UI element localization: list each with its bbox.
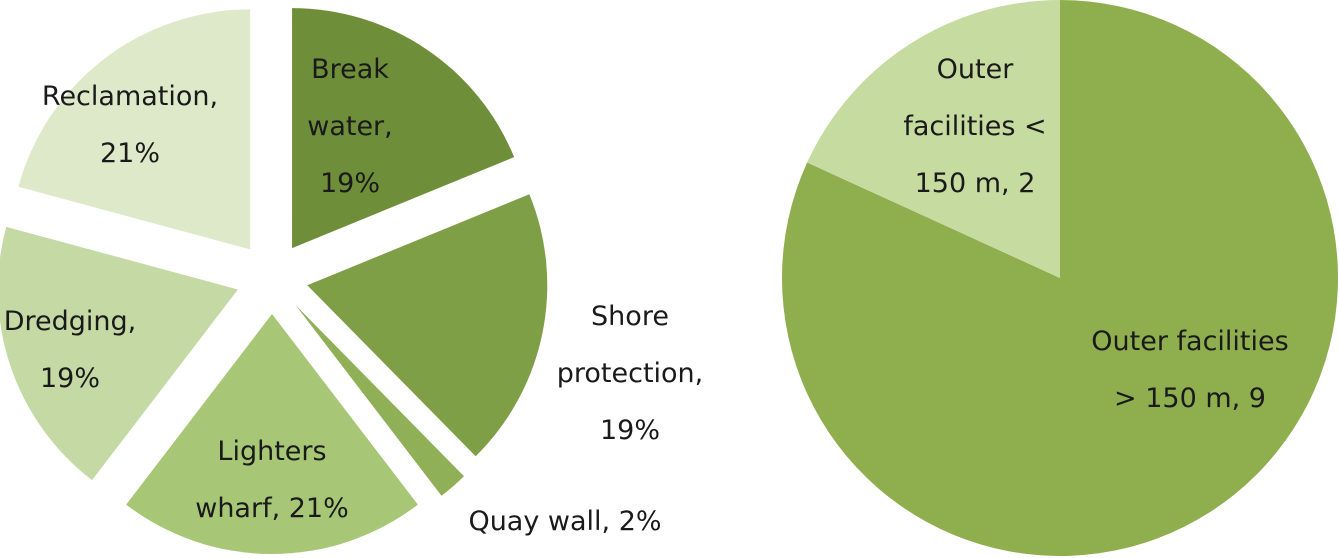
- slice-label-line: facilities <: [903, 111, 1046, 142]
- pie-slice-reclamation: [18, 9, 251, 250]
- pie-slice-lighters-wharf: [126, 314, 418, 554]
- slice-label-line: 150 m, 2: [915, 168, 1036, 199]
- slice-label-line: protection,: [557, 358, 704, 389]
- slice-label-line: 19%: [320, 168, 380, 199]
- slice-label-break-water: Break water, 19%: [307, 54, 393, 199]
- pie-chart-construction-types: Break water, 19% Shore protection, 19% Quay wa…: [0, 8, 703, 554]
- pie-slice-outer-facilities-150-m: [782, 0, 1338, 556]
- slice-label-line: Shore: [591, 301, 669, 332]
- pie-slice-shore-protection: [307, 194, 548, 457]
- slice-label-line: 19%: [600, 415, 660, 446]
- slice-label-outer-facilities-150-m: Outer facilities > 150 m, 9: [1091, 326, 1288, 414]
- slice-label-outer-facilities-150-m: Outer facilities < 150 m, 2: [903, 54, 1046, 199]
- pie-slice-dredging: [0, 226, 238, 481]
- slice-label-line: Break: [311, 54, 389, 85]
- slice-label-shore-protection: Shore protection, 19%: [557, 301, 704, 446]
- slice-label-quay-wall: Quay wall, 2%: [468, 506, 661, 537]
- slice-label-line: 19%: [40, 363, 100, 394]
- slice-label-line: Reclamation,: [42, 81, 218, 112]
- pie-chart-outer-facilities: Outer facilities > 150 m, 9 Outer facilitie…: [782, 0, 1338, 556]
- slice-label-dredging: Dredging, 19%: [4, 306, 137, 394]
- slice-label-line: Outer: [937, 54, 1015, 85]
- slice-label-line: Dredging,: [4, 306, 137, 337]
- slice-label-line: Quay wall, 2%: [468, 506, 661, 537]
- pie-slice-outer-facilities-150-m: [807, 0, 1060, 278]
- slice-label-line: water,: [307, 111, 393, 142]
- slice-label-line: Lighters: [217, 436, 326, 467]
- slice-label-line: > 150 m, 9: [1114, 383, 1266, 414]
- slice-label-reclamation: Reclamation, 21%: [42, 81, 218, 169]
- pie-slice-quay-wall: [295, 305, 464, 496]
- pie-slice-break-water: [292, 8, 515, 249]
- slice-label-line: Outer facilities: [1091, 326, 1288, 357]
- slice-label-line: wharf, 21%: [195, 493, 349, 524]
- slice-label-lighters-wharf: Lighters wharf, 21%: [195, 436, 349, 524]
- slice-label-line: 21%: [100, 138, 160, 169]
